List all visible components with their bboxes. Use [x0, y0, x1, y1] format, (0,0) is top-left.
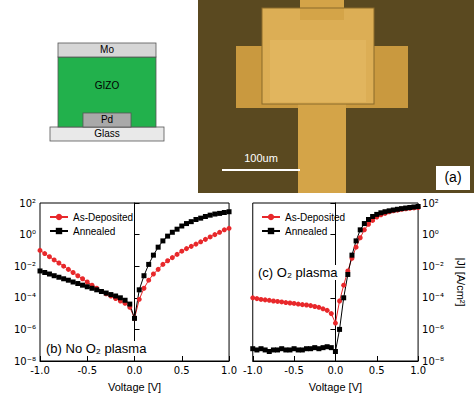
svg-text:10⁻²: 10⁻² [422, 261, 444, 272]
svg-text:GIZO: GIZO [95, 80, 120, 91]
svg-text:Annealed: Annealed [285, 226, 327, 237]
svg-text:10⁻²: 10⁻² [14, 261, 36, 272]
svg-text:0.5: 0.5 [174, 365, 190, 376]
svg-text:100um: 100um [244, 152, 278, 164]
svg-text:(b) No O₂ plasma: (b) No O₂ plasma [46, 341, 147, 356]
svg-text:As-Deposited: As-Deposited [73, 212, 133, 223]
svg-text:0.0: 0.0 [327, 365, 343, 376]
svg-text:10⁰: 10⁰ [422, 229, 439, 240]
svg-text:|J| [A/cm²]: |J| [A/cm²] [455, 257, 467, 306]
svg-text:10⁻⁶: 10⁻⁶ [422, 324, 444, 335]
svg-text:1.0: 1.0 [410, 365, 426, 376]
svg-text:Voltage [V]: Voltage [V] [108, 381, 161, 393]
svg-text:10²: 10² [422, 198, 439, 209]
svg-text:-0.5: -0.5 [78, 365, 98, 376]
svg-text:(a): (a) [444, 169, 461, 185]
svg-text:0.0: 0.0 [127, 365, 143, 376]
svg-text:10⁰: 10⁰ [19, 229, 36, 240]
svg-text:1.0: 1.0 [221, 365, 237, 376]
svg-text:10⁻⁴: 10⁻⁴ [422, 292, 444, 303]
svg-text:10⁻⁸: 10⁻⁸ [422, 355, 445, 367]
svg-text:-0.5: -0.5 [284, 365, 304, 376]
svg-text:10⁻⁴: 10⁻⁴ [14, 292, 36, 303]
svg-text:Annealed: Annealed [73, 226, 115, 237]
svg-text:Glass: Glass [94, 128, 120, 139]
svg-text:(c) O₂ plasma: (c) O₂ plasma [258, 265, 338, 280]
svg-text:Pd: Pd [101, 114, 113, 125]
svg-text:Voltage [V]: Voltage [V] [309, 381, 362, 393]
svg-text:10⁻⁶: 10⁻⁶ [14, 324, 36, 335]
svg-text:-1.0: -1.0 [30, 365, 50, 376]
svg-text:As-Deposited: As-Deposited [285, 212, 345, 223]
svg-text:10⁻⁸: 10⁻⁸ [14, 355, 36, 367]
svg-text:Mo: Mo [100, 44, 114, 55]
svg-text:0.5: 0.5 [369, 365, 385, 376]
svg-text:-1.0: -1.0 [243, 365, 263, 376]
svg-text:10²: 10² [19, 198, 36, 209]
